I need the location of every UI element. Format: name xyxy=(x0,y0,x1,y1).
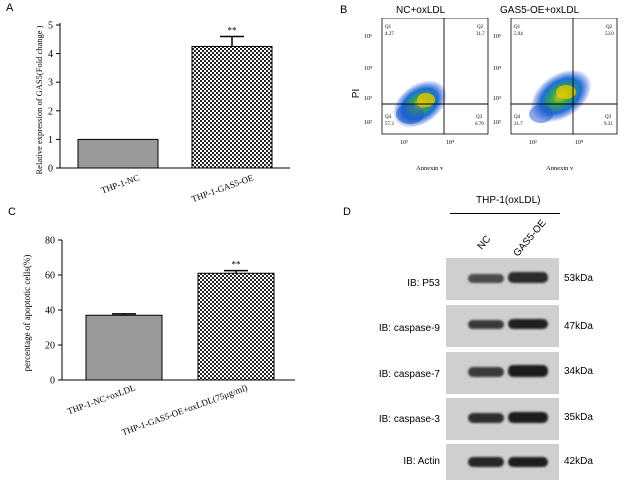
flow2-q4-val: 31.7 xyxy=(514,122,523,127)
category-label: THP-1-GAS5-OE xyxy=(190,172,255,204)
wb-blot-casp7 xyxy=(446,352,559,394)
flow2-q2: Q2 xyxy=(606,25,613,30)
flow-title-1: NC+oxLDL xyxy=(396,5,446,16)
wb-label-actin: IB: Actin xyxy=(403,456,440,467)
significance-mark: ** xyxy=(228,25,238,35)
wb-header-line xyxy=(450,213,560,214)
wb-blot-p53 xyxy=(446,258,559,300)
wb-lane-gas5: GAS5-OE xyxy=(511,217,549,259)
wb-kda-casp7: 34kDa xyxy=(564,366,593,377)
flow1-q2: Q2 xyxy=(477,25,484,30)
ytick-label: 20 xyxy=(45,341,55,352)
flow1-q1-val: 4.27 xyxy=(385,32,394,37)
flow1-q3: Q3 xyxy=(476,115,483,120)
wb-kda-casp9: 47kDa xyxy=(564,321,593,332)
flow-title-2: GAS5-OE+oxLDL xyxy=(500,5,580,16)
flow1-ytick-3: 10³ xyxy=(364,96,372,102)
flow1-q4-val: 57.3 xyxy=(385,122,394,127)
flow-plots: 10⁵ 10⁴ 10³ 10² 10⁵ 10⁴ 10³ 10² 10² 10⁴ … xyxy=(364,18,618,172)
flow1-ytick-2: 10² xyxy=(364,120,372,126)
flow2-q1-val: 5.94 xyxy=(514,32,523,37)
wb-label-p53: IB: P53 xyxy=(407,278,440,289)
category-label: THP-1-GAS5-OE+oxLDL(75μg/ml) xyxy=(120,382,248,437)
flow1-q3-val: 6.70 xyxy=(475,122,484,127)
flow2-xtick-4: 10⁴ xyxy=(575,140,583,146)
flow2-ytick-3: 10³ xyxy=(493,96,501,102)
flow1-ytick-4: 10⁴ xyxy=(364,66,372,72)
chart-c: percentage of apoptotic cells(%) 0 20 40 60… xyxy=(22,236,295,437)
flow2-ytick-4: 10⁴ xyxy=(493,66,501,72)
significance-mark: ** xyxy=(232,260,242,270)
wb-label-casp9: IB: caspase-9 xyxy=(378,323,440,334)
category-label: THP-1-NC xyxy=(100,172,141,195)
flow2-ytick-2: 10² xyxy=(493,120,501,126)
bar-2 xyxy=(197,272,275,381)
wb-label-casp3: IB: caspase-3 xyxy=(378,414,440,425)
wb-kda-p53: 53kDa xyxy=(564,273,593,284)
ytick-label: 0 xyxy=(50,376,55,387)
wb-blot-casp3 xyxy=(446,398,559,440)
flow2-ytick-5: 10⁵ xyxy=(493,34,501,40)
wb-kda-casp3: 35kDa xyxy=(564,412,593,423)
chart-c-ylabel: percentage of apoptotic cells(%) xyxy=(22,255,32,372)
flow1-xtick-4: 10⁴ xyxy=(446,140,454,146)
ytick-label: 1 xyxy=(48,135,53,146)
panel-b-letter: B xyxy=(340,4,348,16)
ytick-label: 2 xyxy=(48,106,53,117)
ytick-label: 40 xyxy=(45,306,55,317)
flow2-xtick-2: 10² xyxy=(529,140,537,146)
ytick-label: 60 xyxy=(45,271,55,282)
flow2-xlabel: Annexin v xyxy=(546,165,574,172)
bar-2 xyxy=(191,45,273,169)
wb-header: THP-1(oxLDL) xyxy=(476,195,541,206)
flow2-q2-val: 53.0 xyxy=(605,32,614,37)
flow1-ytick-5: 10⁵ xyxy=(364,34,372,40)
wb-kda-actin: 42kDa xyxy=(564,456,593,467)
chart-a-ylabel: Relative expression of GAS5(Fold change … xyxy=(34,25,44,174)
bar-1 xyxy=(77,138,159,169)
wb-label-casp7: IB: caspase-7 xyxy=(378,369,440,380)
flow1-q4: Q4 xyxy=(385,115,392,120)
ytick-label: 80 xyxy=(45,236,55,247)
wb-blot-actin xyxy=(446,444,559,480)
flow1-q1: Q1 xyxy=(385,25,392,30)
ytick-label: 4 xyxy=(48,49,53,60)
ytick-label: 5 xyxy=(48,21,53,32)
flow2-q3-val: 9.31 xyxy=(604,122,613,127)
panel-a-letter: A xyxy=(6,2,14,14)
flow1-q2-val: 31.7 xyxy=(476,32,485,37)
panel-c-letter: C xyxy=(8,206,16,218)
bar-1 xyxy=(85,314,163,381)
ytick-label: 3 xyxy=(48,78,53,89)
wb-lane-nc: NC xyxy=(475,233,494,252)
flow1-xlabel: Annexin v xyxy=(416,165,444,172)
category-label: THP-1-NC+oxLDL xyxy=(66,382,137,416)
wb-blot-casp9 xyxy=(446,305,559,347)
flow2-q1: Q1 xyxy=(514,25,521,30)
ytick-label: 0 xyxy=(48,164,53,175)
flow2-q4: Q4 xyxy=(514,115,521,120)
panel-d-letter: D xyxy=(343,206,351,218)
flow1-xtick-2: 10² xyxy=(400,140,408,146)
flow2-q3: Q3 xyxy=(605,115,612,120)
chart-a: Relative expression of GAS5(Fold change … xyxy=(34,21,290,204)
